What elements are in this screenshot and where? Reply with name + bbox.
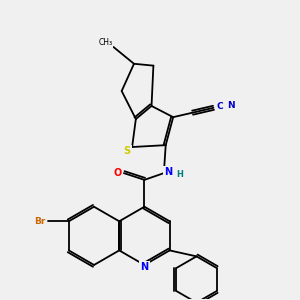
Text: Br: Br (34, 217, 46, 226)
Text: H: H (176, 170, 183, 179)
Text: N: N (164, 167, 172, 177)
Text: CH₃: CH₃ (98, 38, 112, 47)
Text: C: C (217, 102, 224, 111)
Text: O: O (113, 168, 121, 178)
Text: S: S (123, 146, 130, 157)
Text: N: N (227, 101, 235, 110)
Text: N: N (140, 262, 148, 272)
